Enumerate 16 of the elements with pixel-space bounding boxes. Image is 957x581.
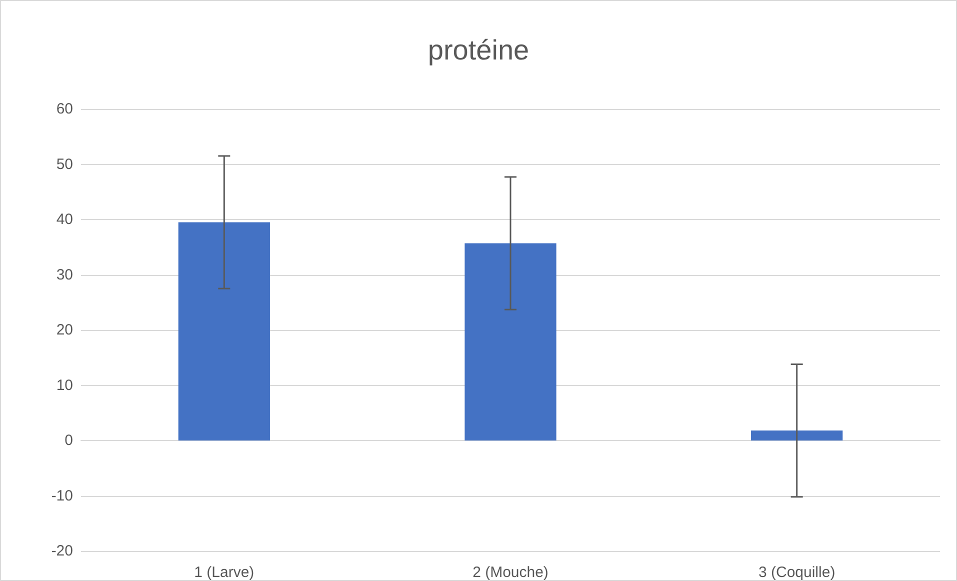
chart-title: protéine <box>428 34 530 66</box>
bar <box>464 243 556 440</box>
y-tick-label: 20 <box>56 322 73 338</box>
y-tick-label: 30 <box>56 266 73 284</box>
y-tick-label: 40 <box>56 211 73 228</box>
y-tick-label: -20 <box>51 542 73 560</box>
x-tick-label: 1 (Larve) <box>194 564 254 581</box>
y-tick-label: -10 <box>51 487 73 504</box>
x-tick-label: 3 (Coquille) <box>758 564 836 581</box>
bar <box>178 222 270 440</box>
y-tick-label: 0 <box>64 432 73 449</box>
x-tick-label: 2 (Mouche) <box>472 564 548 581</box>
y-tick-label: 50 <box>56 156 73 173</box>
y-tick-label: 10 <box>56 376 73 394</box>
y-tick-label: 60 <box>56 100 73 118</box>
bar <box>751 430 843 440</box>
